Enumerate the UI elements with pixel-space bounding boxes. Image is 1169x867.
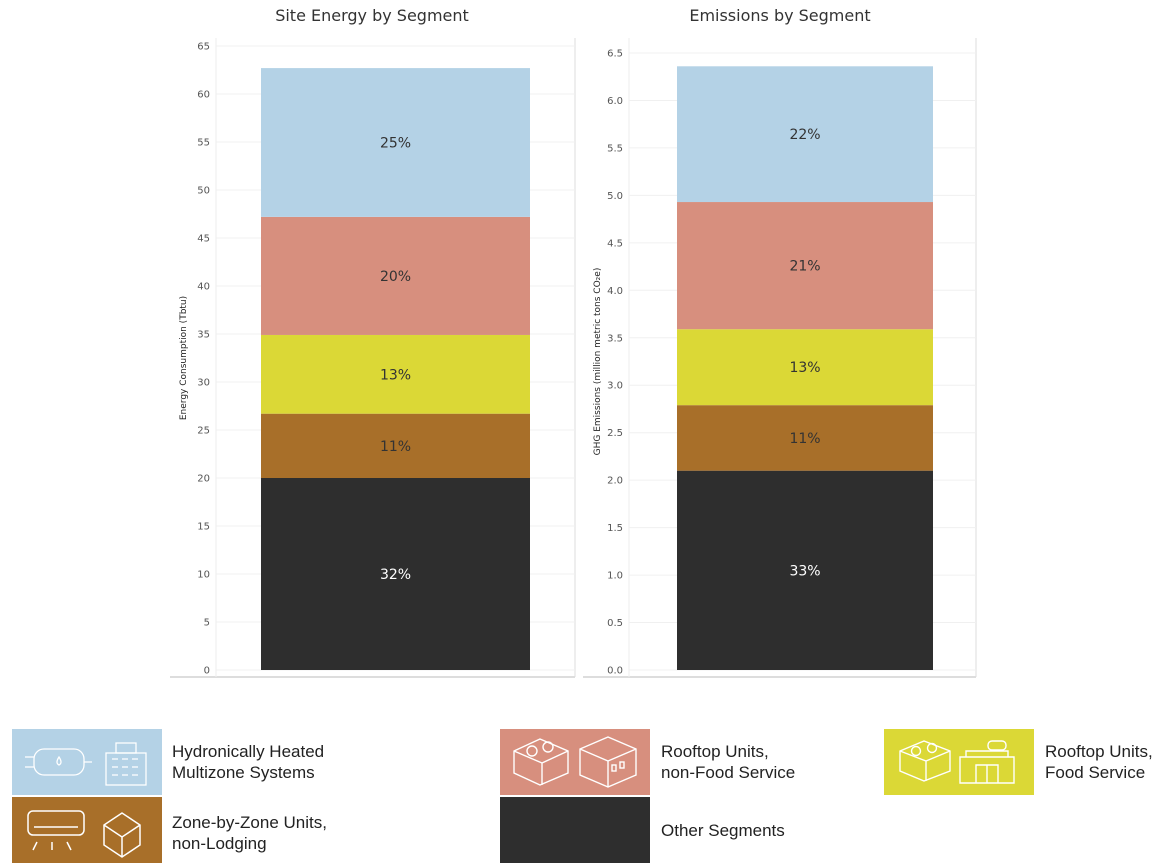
y-tick-label-0-4: 20 [197, 474, 210, 485]
y-tick-label-1-11: 5.5 [607, 143, 623, 154]
legend-label-other: Other Segments [661, 821, 785, 840]
other-swatch [500, 797, 650, 863]
chart-title-emissions: Emissions by Segment [689, 6, 871, 25]
y-axis-label-0: Energy Consumption (Tbtu) [179, 296, 189, 420]
legend-label-rtu-nonfood: Rooftop Units, non-Food Service [661, 742, 796, 782]
bar-segment-rtu_nonfood-1 [677, 202, 933, 330]
bar-segment-rtu_nonfood-0 [261, 216, 530, 335]
y-tick-label-0-7: 35 [197, 330, 210, 341]
y-tick-label-1-12: 6.0 [607, 96, 623, 107]
data-label-rtu_food-1: 13% [789, 360, 820, 376]
y-tick-label-0-13: 65 [197, 42, 210, 53]
y-tick-label-0-3: 15 [197, 522, 210, 533]
y-tick-label-0-12: 60 [197, 90, 210, 101]
legend-swatch-rtu-food [884, 729, 1034, 795]
legend-label-hydronic: Hydronically Heated Multizone Systems [172, 742, 325, 782]
y-tick-label-0-6: 30 [197, 378, 210, 389]
y-tick-label-1-5: 2.5 [607, 428, 623, 439]
bar-segment-hydronic-1 [677, 66, 933, 203]
rooftop-unit-icon [500, 729, 650, 795]
legend-swatch-hydronic [12, 729, 162, 795]
y-tick-label-0-8: 40 [197, 282, 210, 293]
y-axis-label-1: GHG Emissions (million metric tons CO₂e) [593, 268, 603, 456]
y-tick-label-1-4: 2.0 [607, 476, 623, 487]
y-tick-label-1-13: 6.5 [607, 49, 623, 60]
legend-swatch-zone [12, 797, 162, 863]
data-label-rtu_nonfood-0: 20% [380, 269, 411, 285]
bar-segment-other-1 [677, 470, 933, 670]
data-label-zone-0: 11% [380, 439, 411, 455]
ac-unit-icon [12, 797, 162, 863]
y-tick-label-1-1: 0.5 [607, 618, 623, 629]
data-label-other-0: 32% [380, 567, 411, 583]
food-service-rooftop-icon [884, 729, 1034, 795]
legend-swatch-other [500, 797, 650, 863]
data-label-other-1: 33% [789, 563, 820, 579]
bar-segment-hydronic-0 [261, 68, 530, 217]
y-tick-label-1-3: 1.5 [607, 523, 623, 534]
y-tick-label-0-9: 45 [197, 234, 210, 245]
bar-segment-zone-1 [677, 405, 933, 471]
y-tick-label-0-10: 50 [197, 186, 210, 197]
data-label-hydronic-1: 22% [789, 127, 820, 143]
y-tick-label-1-10: 5.0 [607, 191, 623, 202]
legend-label-zone: Zone-by-Zone Units, non-Lodging [172, 813, 327, 853]
y-tick-label-0-1: 5 [204, 618, 210, 629]
y-tick-label-0-11: 55 [197, 138, 210, 149]
data-label-zone-1: 11% [789, 431, 820, 447]
y-tick-label-1-8: 4.0 [607, 286, 623, 297]
y-tick-label-1-7: 3.5 [607, 333, 623, 344]
y-tick-label-1-9: 4.5 [607, 238, 623, 249]
charts-svg: 0 5 10 15 20 25 30 35 40 45 50 55 60 65 Energy Consump… [170, 38, 977, 678]
data-label-rtu_nonfood-1: 21% [789, 259, 820, 275]
chart-title-energy: Site Energy by Segment [275, 6, 469, 25]
y-tick-label-0-5: 25 [197, 426, 210, 437]
bar-segment-rtu_food-1 [677, 329, 933, 406]
bar-segment-zone-0 [261, 413, 530, 478]
y-tick-label-1-0: 0.0 [607, 666, 623, 677]
bar-segment-other-0 [261, 478, 530, 670]
y-tick-label-1-6: 3.0 [607, 381, 623, 392]
data-label-hydronic-0: 25% [380, 135, 411, 151]
y-tick-label-1-2: 1.0 [607, 571, 623, 582]
y-tick-label-0-2: 10 [197, 570, 210, 581]
bar-segment-rtu_food-0 [261, 334, 530, 414]
y-tick-label-0-0: 0 [204, 666, 210, 677]
boiler-building-icon [12, 729, 162, 795]
legend-swatch-rtu-nonfood [500, 729, 650, 795]
legend-label-rtu-food: Rooftop Units, Food Service [1045, 742, 1153, 782]
data-label-rtu_food-0: 13% [380, 367, 411, 383]
